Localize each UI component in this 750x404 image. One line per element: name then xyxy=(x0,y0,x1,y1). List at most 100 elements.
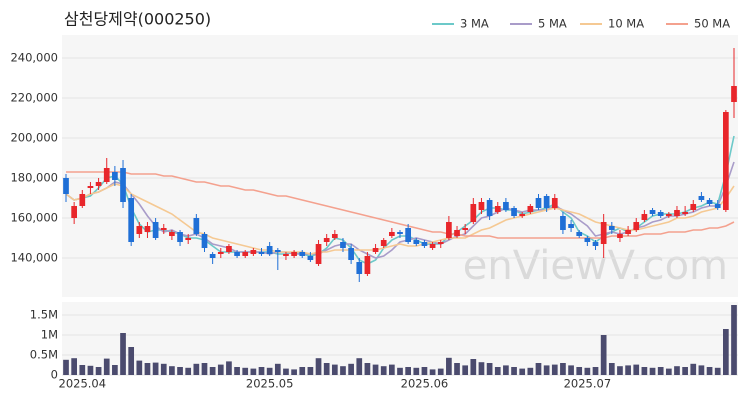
candle-body xyxy=(250,250,257,254)
candle-body xyxy=(242,252,249,256)
candle-body xyxy=(454,230,460,236)
candle-body xyxy=(201,234,208,248)
candle-body xyxy=(649,210,656,214)
volume-bar xyxy=(299,367,306,375)
volume-bar xyxy=(250,368,257,375)
candle-body xyxy=(511,208,517,216)
volume-bar xyxy=(674,366,680,375)
volume-bar xyxy=(364,363,371,375)
candle-body xyxy=(283,254,289,256)
candle-body xyxy=(494,206,501,212)
volume-bar xyxy=(592,367,599,375)
candle-body xyxy=(413,240,420,244)
y-tick-label: 1.5M xyxy=(30,308,58,322)
candle-body xyxy=(389,232,395,236)
volume-bar xyxy=(706,367,713,375)
candle-body xyxy=(340,242,346,248)
volume-bar xyxy=(348,363,354,375)
candle-body xyxy=(527,206,534,212)
x-tick-label: 2025.04 xyxy=(59,377,107,391)
volume-bar xyxy=(535,363,542,375)
volume-bar xyxy=(242,367,249,375)
volume-bar xyxy=(340,366,346,375)
candle-body xyxy=(617,234,623,238)
volume-bar xyxy=(731,305,737,375)
candle-body xyxy=(519,214,526,216)
candle-body xyxy=(723,112,729,210)
volume-bar xyxy=(478,362,485,375)
candle-body xyxy=(397,232,403,234)
candle-body xyxy=(690,204,697,210)
volume-bar xyxy=(120,333,126,375)
volume-bar xyxy=(486,363,493,375)
volume-bar xyxy=(389,364,395,375)
y-tick-label: 0.5M xyxy=(30,348,58,362)
y-tick-label: 0 xyxy=(51,368,58,382)
candle-body xyxy=(405,228,411,242)
volume-bar xyxy=(641,367,648,375)
volume-bar xyxy=(356,358,363,375)
volume-bar xyxy=(266,367,273,375)
candle-body xyxy=(462,228,469,230)
volume-bar xyxy=(160,363,167,375)
candle-body xyxy=(568,224,574,228)
candle-body xyxy=(682,212,688,214)
candle-body xyxy=(665,214,672,216)
candle-body xyxy=(103,168,110,182)
volume-bar xyxy=(234,367,240,375)
candle-body xyxy=(120,168,126,202)
volume-bar xyxy=(633,364,640,375)
volume-bar xyxy=(405,367,411,375)
volume-bar xyxy=(217,364,224,375)
candle-body xyxy=(217,252,224,254)
volume-bar xyxy=(323,363,330,375)
volume-bar xyxy=(87,365,94,375)
candle-body xyxy=(323,238,330,242)
candle-body xyxy=(608,226,615,230)
volume-bar xyxy=(560,363,566,375)
candle-body xyxy=(209,254,216,258)
volume-bar xyxy=(608,363,615,375)
volume-bar xyxy=(503,365,509,375)
volume-bar xyxy=(454,363,460,375)
candle-body xyxy=(136,226,143,234)
volume-bar xyxy=(136,360,143,375)
volume-bar xyxy=(226,361,232,375)
volume-bar xyxy=(307,367,314,375)
candle-body xyxy=(63,178,69,194)
candle-body xyxy=(307,256,314,260)
watermark: enViewV.com xyxy=(463,243,728,289)
candle-body xyxy=(584,238,591,242)
volume-bar xyxy=(185,367,192,375)
volume-bar xyxy=(201,363,208,375)
volume-bar xyxy=(63,359,69,375)
candle-body xyxy=(478,202,485,210)
candle-body xyxy=(600,222,607,244)
candle-body xyxy=(446,222,452,238)
y-tick-label: 160,000 xyxy=(10,211,58,225)
volume-bar xyxy=(177,367,183,375)
candle-body xyxy=(226,246,232,252)
candle-body xyxy=(169,232,175,236)
candle-body xyxy=(177,232,183,242)
chart-title: 삼천당제약(000250) xyxy=(64,10,211,29)
candle-body xyxy=(87,186,94,188)
volume-bar xyxy=(551,364,558,375)
volume-bar xyxy=(723,329,729,375)
volume-bar xyxy=(144,363,151,375)
candle-body xyxy=(274,250,281,252)
candle-body xyxy=(470,204,477,222)
volume-bar xyxy=(372,364,379,375)
candle-body xyxy=(128,198,135,242)
y-tick-label: 240,000 xyxy=(10,51,58,65)
volume-bar xyxy=(315,358,322,375)
volume-bar xyxy=(519,368,526,375)
legend-label: 5 MA xyxy=(538,17,567,31)
volume-bar xyxy=(397,367,403,375)
candle-body xyxy=(152,222,159,238)
legend-label: 50 MA xyxy=(694,17,730,31)
volume-bar xyxy=(690,363,697,375)
candle-body xyxy=(291,252,297,256)
candle-body xyxy=(503,202,509,210)
